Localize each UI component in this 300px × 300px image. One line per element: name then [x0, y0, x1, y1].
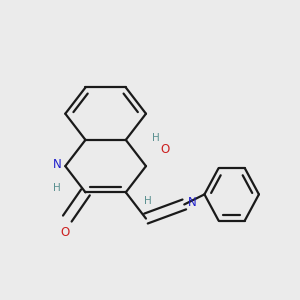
Text: H: H [52, 183, 60, 193]
Text: N: N [188, 196, 196, 209]
Text: H: H [152, 133, 160, 143]
Text: N: N [53, 158, 62, 171]
Text: H: H [144, 196, 152, 206]
Text: O: O [161, 143, 170, 156]
Text: O: O [61, 226, 70, 239]
